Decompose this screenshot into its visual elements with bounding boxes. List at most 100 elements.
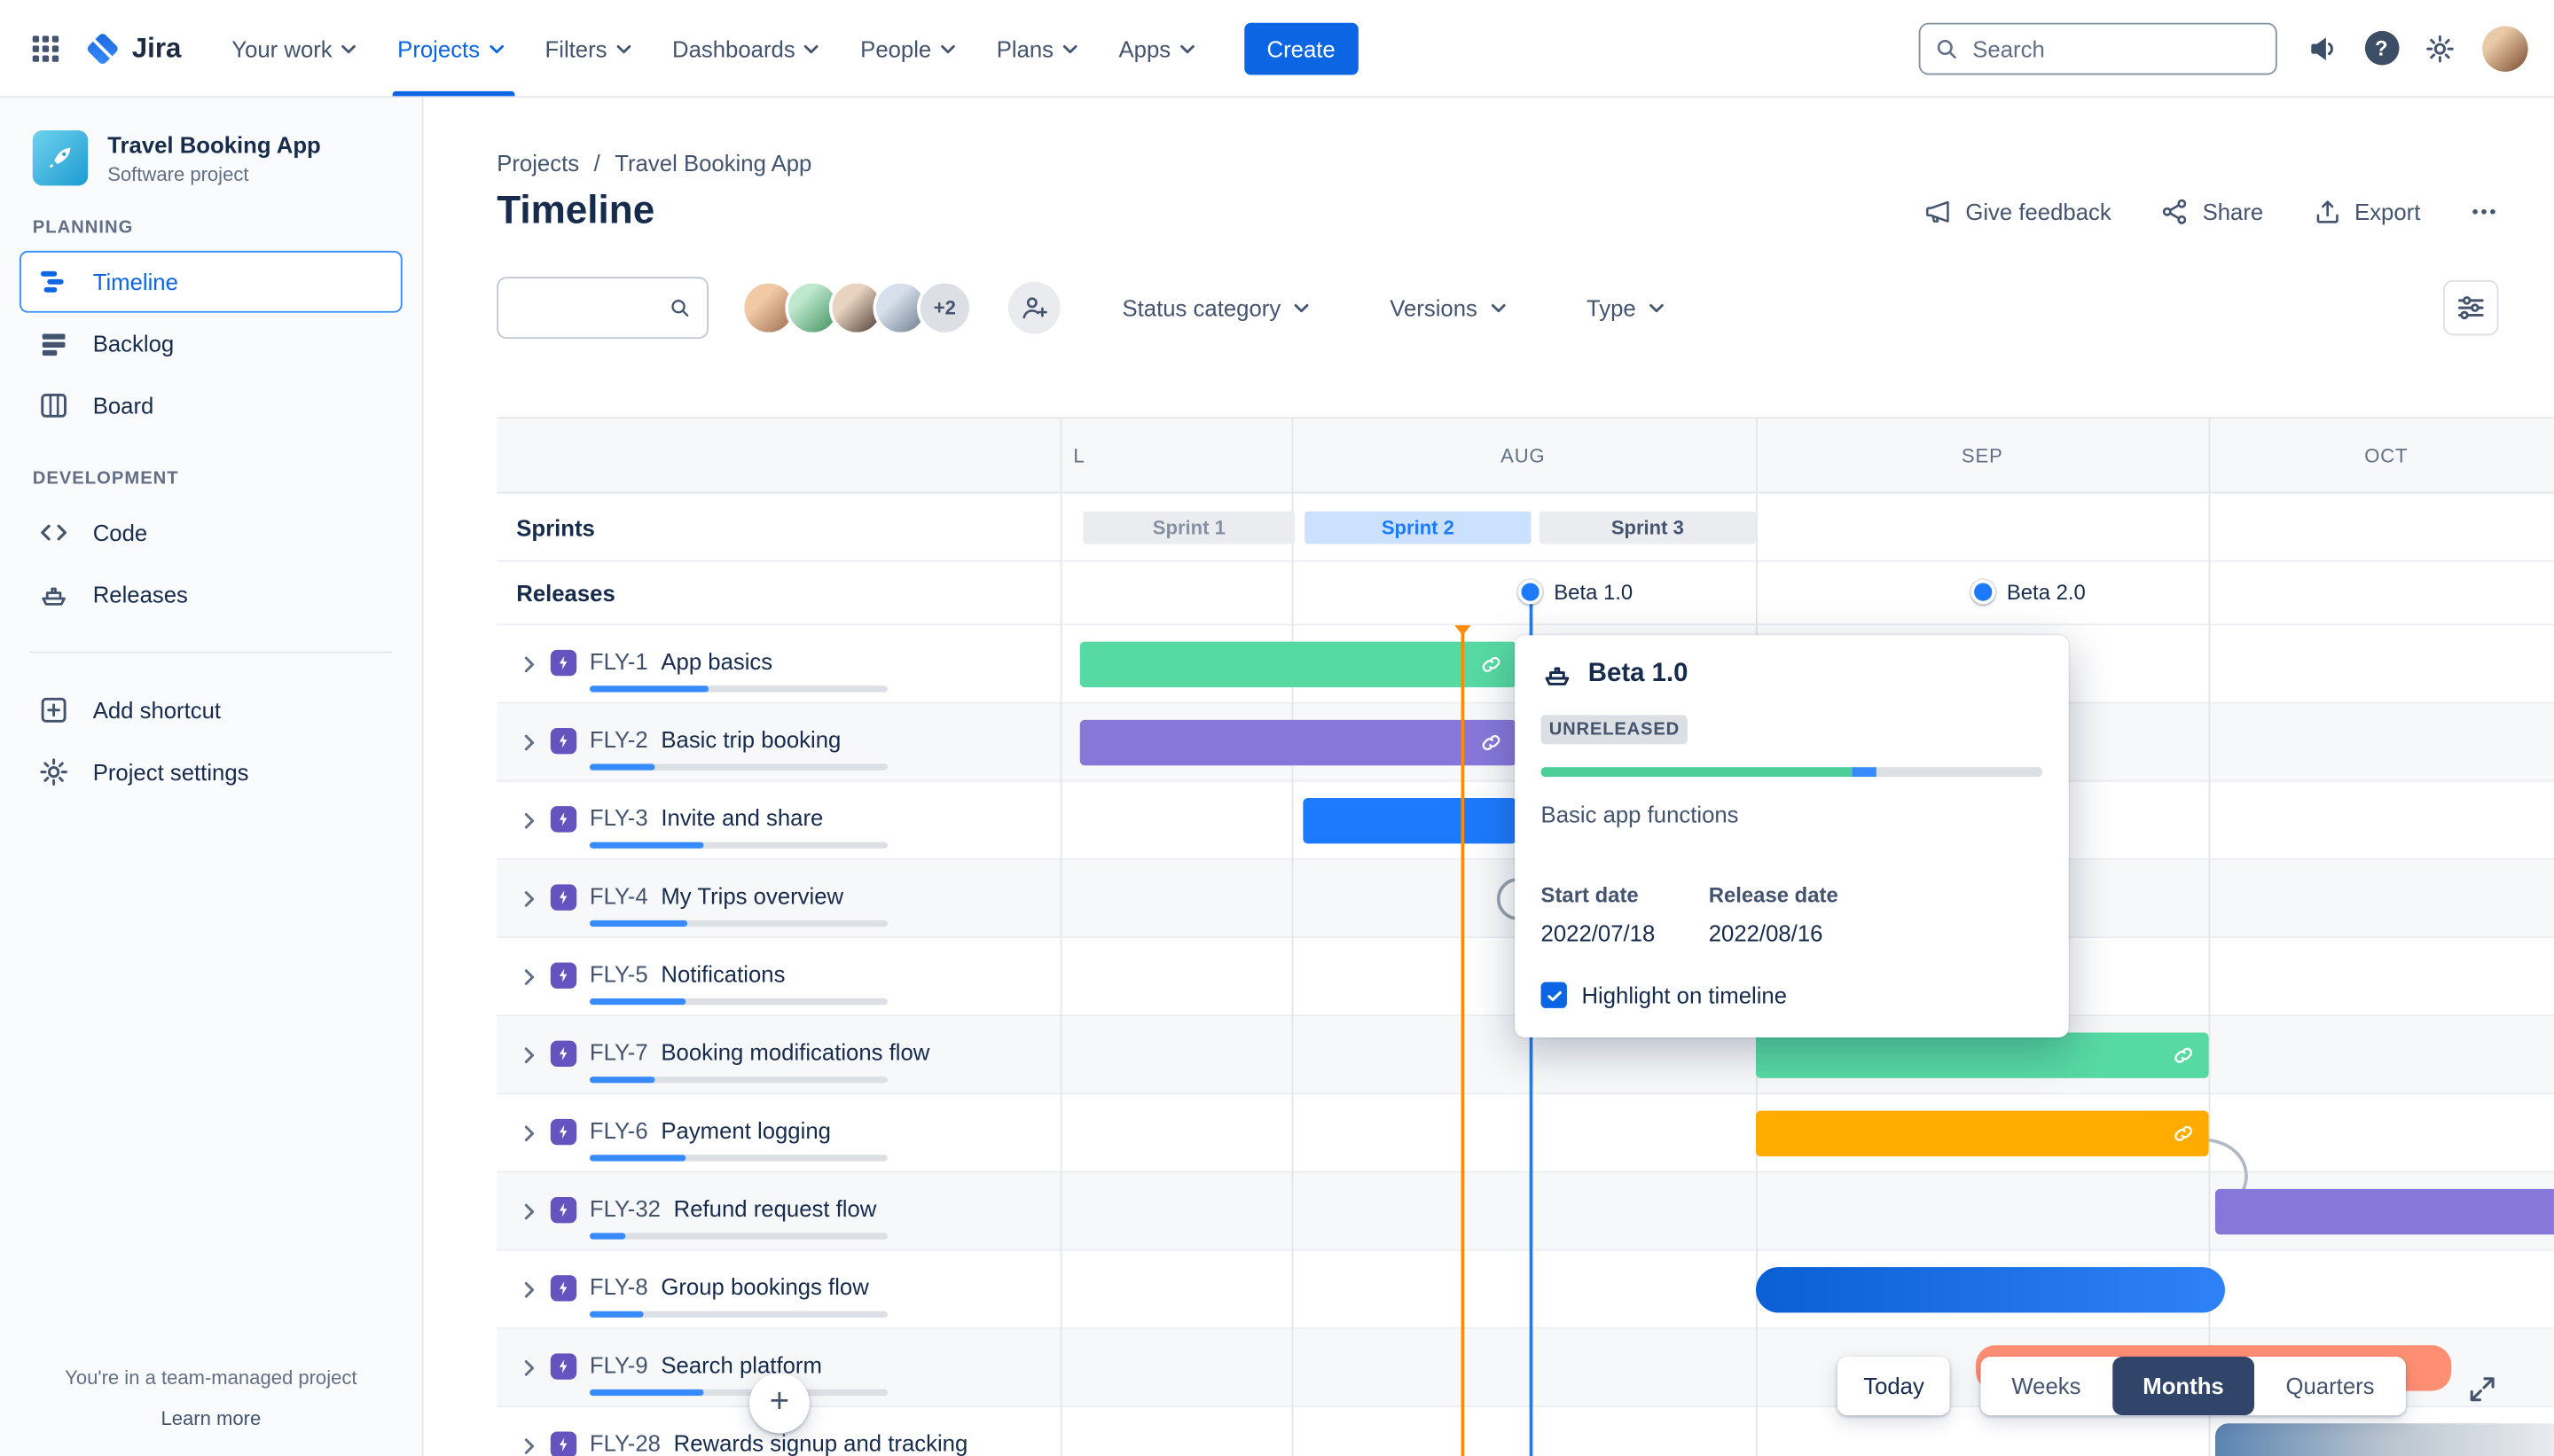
nav-item[interactable]: Your work xyxy=(214,0,380,96)
epic-key[interactable]: FLY-5 xyxy=(589,960,648,988)
nav-item[interactable]: Dashboards xyxy=(654,0,842,96)
link-icon[interactable] xyxy=(2171,1043,2196,1068)
release-dot-icon[interactable] xyxy=(1970,579,1995,605)
filter-dropdown[interactable]: Status category xyxy=(1109,285,1328,330)
sprint-bar[interactable]: Sprint 1 xyxy=(1083,511,1296,544)
planning-section-title: PLANNING xyxy=(32,218,134,239)
link-icon[interactable] xyxy=(1479,731,1504,755)
timeline-search[interactable] xyxy=(497,277,709,340)
sidebar-item-code[interactable]: Code xyxy=(20,502,403,564)
epic-name[interactable]: Rewards signup and tracking xyxy=(673,1429,968,1456)
global-search-input[interactable] xyxy=(1969,33,2261,63)
epic-name[interactable]: Basic trip booking xyxy=(661,726,842,753)
highlight-on-timeline-checkbox[interactable]: Highlight on timeline xyxy=(1540,982,2043,1008)
today-button[interactable]: Today xyxy=(1837,1356,1951,1416)
release-dot-icon[interactable] xyxy=(1517,579,1543,605)
app-switcher-icon[interactable] xyxy=(20,22,72,74)
expand-chevron-icon[interactable] xyxy=(516,1277,542,1303)
expand-chevron-icon[interactable] xyxy=(516,730,542,755)
sprint-bar[interactable]: Sprint 2 xyxy=(1304,511,1532,544)
epic-key[interactable]: FLY-2 xyxy=(589,726,648,753)
more-actions-button[interactable] xyxy=(2469,197,2498,226)
expand-chevron-icon[interactable] xyxy=(516,652,542,677)
create-button[interactable]: Create xyxy=(1243,21,1359,74)
checkbox-icon[interactable] xyxy=(1540,982,1567,1008)
expand-chevron-icon[interactable] xyxy=(516,1433,542,1456)
epic-bar[interactable] xyxy=(1755,1032,2209,1078)
epic-key[interactable]: FLY-7 xyxy=(589,1038,648,1066)
expand-chevron-icon[interactable] xyxy=(516,1355,542,1381)
epic-key[interactable]: FLY-8 xyxy=(589,1273,648,1300)
epic-bar[interactable] xyxy=(2214,1423,2554,1456)
epic-name[interactable]: Notifications xyxy=(661,960,786,988)
link-icon[interactable] xyxy=(2171,1122,2196,1147)
export-button[interactable]: Export xyxy=(2312,197,2420,226)
expand-chevron-icon[interactable] xyxy=(516,964,542,990)
expand-chevron-icon[interactable] xyxy=(516,1199,542,1225)
share-button[interactable]: Share xyxy=(2160,197,2263,226)
avatar-overflow[interactable]: +2 xyxy=(917,279,973,336)
epic-key[interactable]: FLY-3 xyxy=(589,804,648,831)
announcements-icon[interactable] xyxy=(2297,22,2349,74)
settings-icon[interactable] xyxy=(2414,22,2466,74)
epic-key[interactable]: FLY-4 xyxy=(589,882,648,909)
epic-bar[interactable] xyxy=(1755,1266,2225,1313)
sidebar-item-project-settings[interactable]: Project settings xyxy=(20,741,403,803)
epic-name[interactable]: My Trips overview xyxy=(661,882,844,909)
expand-chevron-icon[interactable] xyxy=(516,808,542,834)
learn-more-link[interactable]: Learn more xyxy=(161,1406,262,1430)
sidebar-item-releases[interactable]: Releases xyxy=(20,564,403,626)
help-icon[interactable]: ? xyxy=(2355,22,2408,74)
jira-logo[interactable]: Jira xyxy=(85,30,181,66)
nav-item[interactable]: People xyxy=(842,0,979,96)
epic-key[interactable]: FLY-1 xyxy=(589,648,648,675)
nav-item[interactable]: Projects xyxy=(380,0,527,97)
nav-item[interactable]: Plans xyxy=(979,0,1101,96)
epic-bar[interactable] xyxy=(1079,641,1516,688)
expand-chevron-icon[interactable] xyxy=(516,1121,542,1147)
link-icon[interactable] xyxy=(1479,653,1504,677)
breadcrumb-project[interactable]: Travel Booking App xyxy=(615,149,812,176)
sidebar-item-backlog[interactable]: Backlog xyxy=(20,313,403,375)
filter-dropdown[interactable]: Versions xyxy=(1377,285,1525,330)
epic-key[interactable]: FLY-28 xyxy=(589,1429,661,1456)
epic-name[interactable]: App basics xyxy=(661,648,773,675)
epic-key[interactable]: FLY-6 xyxy=(589,1116,648,1144)
release-marker[interactable]: Beta 2.0 xyxy=(1970,579,2086,605)
epic-name[interactable]: Search platform xyxy=(661,1351,822,1378)
expand-chevron-icon[interactable] xyxy=(516,1043,542,1069)
epic-bar[interactable] xyxy=(1079,719,1516,766)
epic-name[interactable]: Invite and share xyxy=(661,804,824,831)
global-search[interactable] xyxy=(1918,21,2277,74)
filter-dropdown[interactable]: Type xyxy=(1573,285,1683,330)
expand-chevron-icon[interactable] xyxy=(516,886,542,912)
zoom-option[interactable]: Months xyxy=(2111,1356,2255,1416)
breadcrumb-projects[interactable]: Projects xyxy=(497,149,580,176)
epic-name[interactable]: Booking modifications flow xyxy=(661,1038,930,1066)
epic-name[interactable]: Group bookings flow xyxy=(661,1273,869,1300)
epic-bar[interactable] xyxy=(1755,1110,2209,1157)
sprint-bar[interactable]: Sprint 3 xyxy=(1539,511,1756,544)
nav-item[interactable]: Apps xyxy=(1101,0,1218,96)
fullscreen-icon[interactable] xyxy=(2459,1366,2504,1412)
view-settings-button[interactable] xyxy=(2443,279,2499,336)
zoom-option[interactable]: Weeks xyxy=(1980,1356,2112,1416)
sidebar-item-timeline[interactable]: Timeline xyxy=(20,250,403,313)
zoom-option[interactable]: Quarters xyxy=(2254,1356,2406,1416)
epic-name[interactable]: Refund request flow xyxy=(673,1195,877,1222)
epic-bar[interactable] xyxy=(2214,1188,2554,1235)
nav-item[interactable]: Filters xyxy=(527,0,654,96)
epic-key[interactable]: FLY-9 xyxy=(589,1351,648,1378)
epic-progress xyxy=(589,842,889,849)
release-marker[interactable]: Beta 1.0 xyxy=(1517,579,1633,605)
sidebar-item-add-shortcut[interactable]: Add shortcut xyxy=(20,679,403,741)
user-avatar[interactable] xyxy=(2482,25,2528,71)
add-people-button[interactable] xyxy=(1007,281,1061,334)
epic-bar[interactable] xyxy=(1303,797,1516,844)
give-feedback-button[interactable]: Give feedback xyxy=(1923,197,2111,226)
timeline-search-input[interactable] xyxy=(514,293,661,323)
add-epic-button[interactable]: + xyxy=(748,1373,810,1434)
epic-key[interactable]: FLY-32 xyxy=(589,1195,661,1222)
epic-name[interactable]: Payment logging xyxy=(661,1116,831,1144)
sidebar-item-board[interactable]: Board xyxy=(20,374,403,436)
